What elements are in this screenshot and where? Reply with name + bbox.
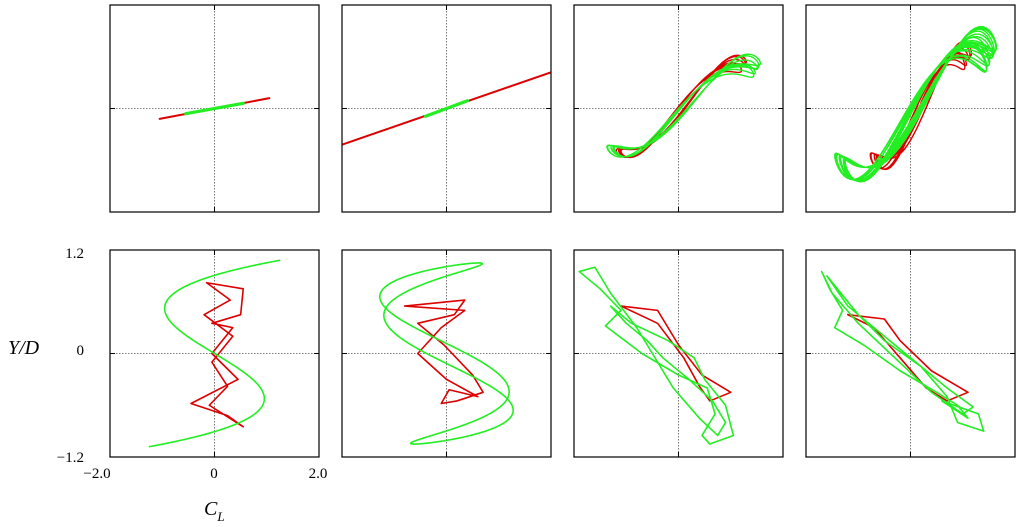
x-tick-label-min: −2.0 xyxy=(83,466,110,482)
panel-frame xyxy=(573,249,784,458)
series-group xyxy=(834,25,998,183)
panel-r1-c4 xyxy=(805,4,1016,213)
series-group xyxy=(379,262,514,445)
green-trajectory xyxy=(184,101,245,116)
panel-frame xyxy=(805,249,1016,458)
series-group xyxy=(148,259,281,448)
panel-r1-c2 xyxy=(341,4,552,213)
panel-frame xyxy=(109,249,320,458)
x-axis-title: CL xyxy=(204,498,225,524)
series-group xyxy=(342,71,551,146)
red-trajectory xyxy=(403,299,484,405)
green-trajectory xyxy=(834,25,998,183)
y-tick-label-max: 1.2 xyxy=(65,246,84,262)
green-trajectory xyxy=(424,99,469,118)
green-trajectory xyxy=(606,53,762,158)
x-axis-title-subscript: L xyxy=(216,509,224,524)
panel-frame xyxy=(109,4,320,213)
panel-r1-c1 xyxy=(109,4,320,213)
x-tick-label-max: 2.0 xyxy=(309,466,328,482)
panel-frame xyxy=(341,249,552,458)
series-group xyxy=(820,270,985,432)
red-trajectory xyxy=(620,305,732,402)
green-trajectory xyxy=(820,270,985,432)
green-trajectory xyxy=(578,266,735,445)
series-group xyxy=(578,266,735,445)
green-trajectory xyxy=(379,262,514,445)
panel-r2-c2 xyxy=(341,249,552,458)
y-axis-title: Y/D xyxy=(8,337,40,359)
green-trajectory xyxy=(148,259,281,448)
series-group xyxy=(606,53,762,159)
y-tick-labels: 1.2 0 −1.2 xyxy=(57,246,84,466)
panel-r2-c3 xyxy=(573,249,784,458)
y-tick-label-min: −1.2 xyxy=(57,450,84,466)
panel-r1-c3 xyxy=(573,4,784,213)
panel-r2-c1 xyxy=(109,249,320,458)
x-axis-title-main: C xyxy=(204,498,218,520)
panels-layer xyxy=(109,4,1016,458)
panel-r2-c4 xyxy=(805,249,1016,458)
panel-frame xyxy=(341,4,552,213)
red-trajectory xyxy=(190,281,245,428)
panel-frame xyxy=(805,4,1016,213)
x-tick-labels: −2.0 0 2.0 xyxy=(83,466,327,482)
series-group xyxy=(158,97,271,120)
y-tick-label-zero: 0 xyxy=(77,343,85,359)
panel-frame xyxy=(573,4,784,213)
x-tick-label-zero: 0 xyxy=(210,466,218,482)
